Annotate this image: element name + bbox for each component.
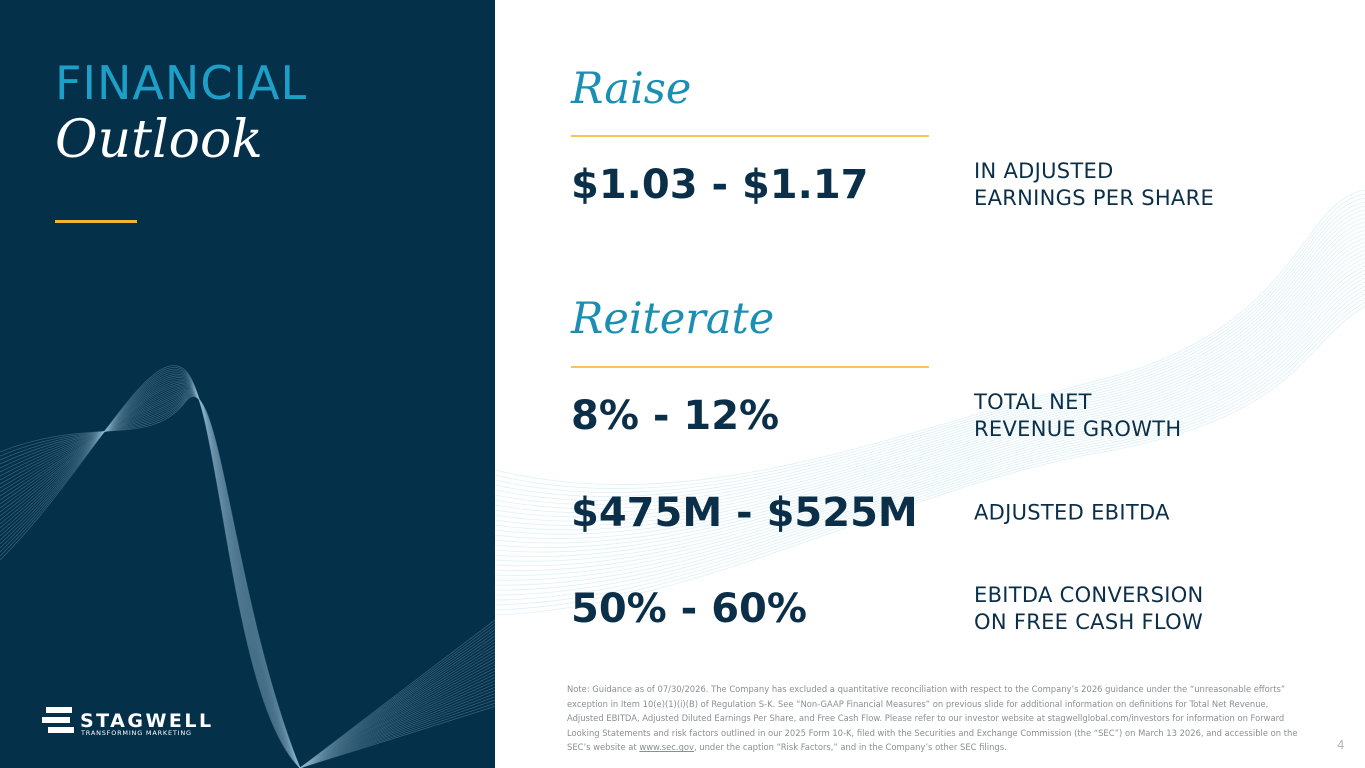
- wave-line: [494, 269, 1365, 572]
- footnote-link[interactable]: www.sec.gov: [639, 742, 694, 753]
- wave-line: [0, 382, 496, 768]
- wave-line: [0, 372, 496, 768]
- figure: 8% - 12%: [571, 393, 780, 439]
- wave-line: [494, 265, 1365, 567]
- wave-line: [0, 394, 496, 768]
- wave-line: [494, 293, 1365, 601]
- figure-label: EBITDA CONVERSION ON FREE CASH FLOW: [974, 583, 1204, 634]
- wave-line: [0, 395, 496, 768]
- figure: 50% - 60%: [571, 586, 807, 632]
- wave-line: [0, 368, 496, 768]
- section-heading: Reiterate: [571, 294, 775, 344]
- figure: $475M - $525M: [571, 490, 918, 536]
- logo-tagline: TRANSFORMING MARKETING: [81, 729, 192, 737]
- wave-line: [0, 394, 496, 768]
- wave-line: [494, 281, 1365, 586]
- section-rule: [571, 366, 929, 368]
- wave-line: [0, 370, 496, 768]
- wave-line: [494, 217, 1365, 514]
- title-rule: [55, 220, 137, 223]
- wave-line: [0, 390, 496, 768]
- wave-line: [0, 393, 496, 768]
- page-number: 4: [1337, 738, 1345, 752]
- wave-line: [0, 390, 496, 768]
- wave-line: [494, 205, 1365, 501]
- wave-line: [0, 373, 496, 768]
- subtitle: Outlook: [55, 110, 263, 170]
- logo-icon: [42, 707, 74, 733]
- wave-line: [494, 221, 1365, 518]
- wave-line: [0, 392, 496, 768]
- wave-line: [0, 386, 496, 768]
- wave-line: [494, 297, 1365, 606]
- wave-line: [0, 387, 496, 768]
- wave-line: [494, 249, 1365, 548]
- wave-line: [494, 277, 1365, 581]
- wave-line: [0, 396, 496, 768]
- wave-line: [494, 233, 1365, 531]
- figure-label: TOTAL NET REVENUE GROWTH: [974, 390, 1182, 441]
- wave-line: [0, 377, 496, 768]
- wave-line: [0, 367, 496, 768]
- title: FINANCIAL: [55, 56, 308, 110]
- wave-line: [494, 229, 1365, 526]
- wave-line: [494, 253, 1365, 553]
- footnote-text: Note: Guidance as of 07/30/2026. The Com…: [567, 684, 1298, 753]
- wave-line: [0, 395, 496, 768]
- left-panel: [0, 0, 495, 768]
- wave-line: [494, 305, 1365, 616]
- wave-line: [494, 241, 1365, 539]
- wave-line: [494, 225, 1365, 522]
- wave-line: [494, 209, 1365, 505]
- wave-line: [0, 385, 496, 768]
- wave-line: [0, 378, 496, 768]
- wave-line: [0, 389, 496, 768]
- wave-line: [494, 201, 1365, 497]
- figure-label: ADJUSTED EBITDA: [974, 500, 1170, 525]
- wave-line: [0, 391, 496, 768]
- wave-line: [0, 388, 496, 768]
- footnote-text: , under the caption “Risk Factors,” and …: [693, 742, 1007, 753]
- wave-line: [494, 273, 1365, 576]
- wave-line: [494, 193, 1365, 489]
- wave-line: [0, 365, 496, 768]
- figure: $1.03 - $1.17: [571, 162, 869, 208]
- wave-line: [494, 289, 1365, 596]
- wave-line: [0, 380, 496, 768]
- wave-line: [494, 197, 1365, 493]
- wave-line: [494, 261, 1365, 562]
- wave-line: [0, 381, 496, 768]
- wave-line: [494, 285, 1365, 591]
- wave-line: [494, 237, 1365, 535]
- wave-line: [494, 301, 1365, 611]
- wave-line: [494, 257, 1365, 557]
- logo-name: STAGWELL: [80, 710, 214, 732]
- figure-label: IN ADJUSTED EARNINGS PER SHARE: [974, 159, 1215, 210]
- section-heading: Raise: [571, 64, 692, 114]
- footnote: Note: Guidance as of 07/30/2026. The Com…: [567, 682, 1302, 755]
- wave-line: [0, 383, 496, 768]
- section-rule: [571, 135, 929, 137]
- wave-line: [494, 189, 1365, 485]
- wave-line: [494, 213, 1365, 510]
- wave-line: [494, 245, 1365, 544]
- wave-line: [0, 375, 496, 768]
